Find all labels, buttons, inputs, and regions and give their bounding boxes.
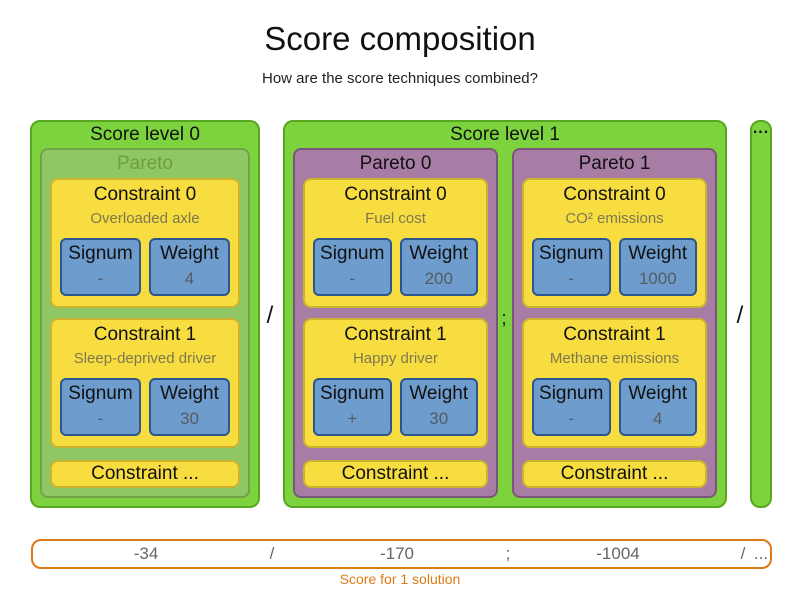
weight-value: 30	[429, 409, 449, 428]
weight-value: 200	[424, 269, 453, 288]
weight-value: 1000	[638, 269, 677, 288]
weight-box: Weight 30	[399, 378, 478, 436]
constraint-name: Overloaded axle	[90, 210, 200, 227]
signum-box: Signum -	[313, 238, 392, 296]
pareto-box: Pareto 0 Constraint 0 Fuel cost Signum -…	[293, 148, 498, 498]
attr-row: Signum - Weight 4	[52, 229, 238, 296]
weight-box: Weight 1000	[618, 238, 697, 296]
constraint-name: CO² emissions	[565, 210, 664, 227]
weight-label: Weight	[628, 243, 688, 264]
weight-box: Weight 4	[618, 378, 697, 436]
signum-label: Signum	[539, 383, 604, 404]
score-bar: -34 / -170 ; -1004 / ...	[31, 539, 772, 569]
pareto-title: Pareto 1	[578, 153, 651, 174]
constraint-more-bar: Constraint ...	[303, 460, 488, 488]
signum-box: Signum -	[532, 238, 611, 296]
weight-label: Weight	[628, 383, 688, 404]
score-level-0-box: Score level 0 Pareto Constraint 0 Overlo…	[30, 120, 260, 508]
constraint-title: Constraint 0	[563, 184, 666, 205]
pareto-title: Pareto 0	[359, 153, 432, 174]
pareto-title: Pareto	[117, 153, 173, 174]
constraint-title: Constraint 0	[344, 184, 447, 205]
constraint-card: Constraint 1 Methane emissions Signum - …	[522, 318, 707, 448]
score-value: -170	[379, 544, 415, 563]
score-ellipsis: ...	[753, 544, 769, 563]
score-value: -1004	[596, 544, 640, 563]
signum-box: Signum -	[60, 238, 141, 296]
signum-value: -	[97, 269, 104, 288]
score-separator: /	[740, 544, 746, 563]
signum-value: -	[349, 269, 356, 288]
more-levels-label: ...	[752, 120, 770, 137]
weight-value: 4	[184, 269, 195, 288]
pareto-box: Pareto Constraint 0 Overloaded axle Sign…	[40, 148, 250, 498]
signum-label: Signum	[320, 243, 385, 264]
signum-label: Signum	[68, 383, 133, 404]
weight-label: Weight	[409, 243, 469, 264]
weight-value: 30	[180, 409, 199, 428]
signum-box: Signum -	[532, 378, 611, 436]
weight-label: Weight	[160, 243, 219, 264]
score-level-title: Score level 1	[450, 124, 560, 145]
constraint-more-bar: Constraint ...	[522, 460, 707, 488]
constraint-name: Methane emissions	[549, 350, 680, 367]
weight-label: Weight	[160, 383, 219, 404]
constraint-title: Constraint 0	[93, 184, 197, 205]
weight-value: 4	[653, 409, 663, 428]
signum-label: Signum	[539, 243, 604, 264]
more-levels-strip: ...	[750, 120, 772, 508]
weight-label: Weight	[409, 383, 469, 404]
signum-label: Signum	[320, 383, 385, 404]
constraint-more-bar: Constraint ...	[50, 460, 240, 488]
page-subtitle: How are the score techniques combined?	[262, 70, 538, 87]
weight-box: Weight 200	[399, 238, 478, 296]
weight-box: Weight 30	[149, 378, 230, 436]
attr-row: Signum + Weight 30	[305, 369, 486, 436]
signum-box: Signum -	[60, 378, 141, 436]
attr-row: Signum - Weight 30	[52, 369, 238, 436]
signum-box: Signum +	[313, 378, 392, 436]
constraint-card: Constraint 0 Overloaded axle Signum - We…	[50, 178, 240, 308]
attr-row: Signum - Weight 1000	[524, 229, 705, 296]
signum-value: -	[568, 409, 575, 428]
attr-row: Signum - Weight 200	[305, 229, 486, 296]
score-level-title: Score level 0	[90, 124, 200, 145]
score-separator: /	[269, 544, 275, 563]
pareto-box: Pareto 1 Constraint 0 CO² emissions Sign…	[512, 148, 717, 498]
pareto-row: Pareto 0 Constraint 0 Fuel cost Signum -…	[293, 148, 717, 498]
constraint-name: Happy driver	[352, 350, 439, 367]
constraint-card: Constraint 1 Happy driver Signum + Weigh…	[303, 318, 488, 448]
score-level-1-box: Score level 1 Pareto 0 Constraint 0 Fuel…	[283, 120, 727, 508]
score-separator: ;	[505, 544, 511, 563]
score-value: -34	[133, 544, 159, 563]
constraint-card: Constraint 0 CO² emissions Signum - Weig…	[522, 178, 707, 308]
pareto-row: Pareto Constraint 0 Overloaded axle Sign…	[40, 148, 250, 498]
pareto-separator: ;	[501, 308, 507, 328]
constraint-card: Constraint 0 Fuel cost Signum - Weight 2…	[303, 178, 488, 308]
constraint-name: Fuel cost	[365, 210, 426, 227]
signum-value: -	[568, 269, 575, 288]
score-bar-caption: Score for 1 solution	[339, 571, 461, 587]
constraint-title: Constraint 1	[563, 324, 666, 345]
attr-row: Signum - Weight 4	[524, 369, 705, 436]
signum-value: +	[347, 409, 358, 428]
ellipsis-separator: /	[736, 302, 744, 329]
constraint-card: Constraint 1 Sleep-deprived driver Signu…	[50, 318, 240, 448]
signum-label: Signum	[68, 243, 133, 264]
constraint-title: Constraint 1	[93, 324, 197, 345]
constraint-name: Sleep-deprived driver	[73, 350, 217, 367]
level-separator: /	[266, 302, 274, 329]
weight-box: Weight 4	[149, 238, 230, 296]
constraint-title: Constraint 1	[344, 324, 447, 345]
signum-value: -	[97, 409, 104, 428]
page-title: Score composition	[264, 20, 536, 57]
